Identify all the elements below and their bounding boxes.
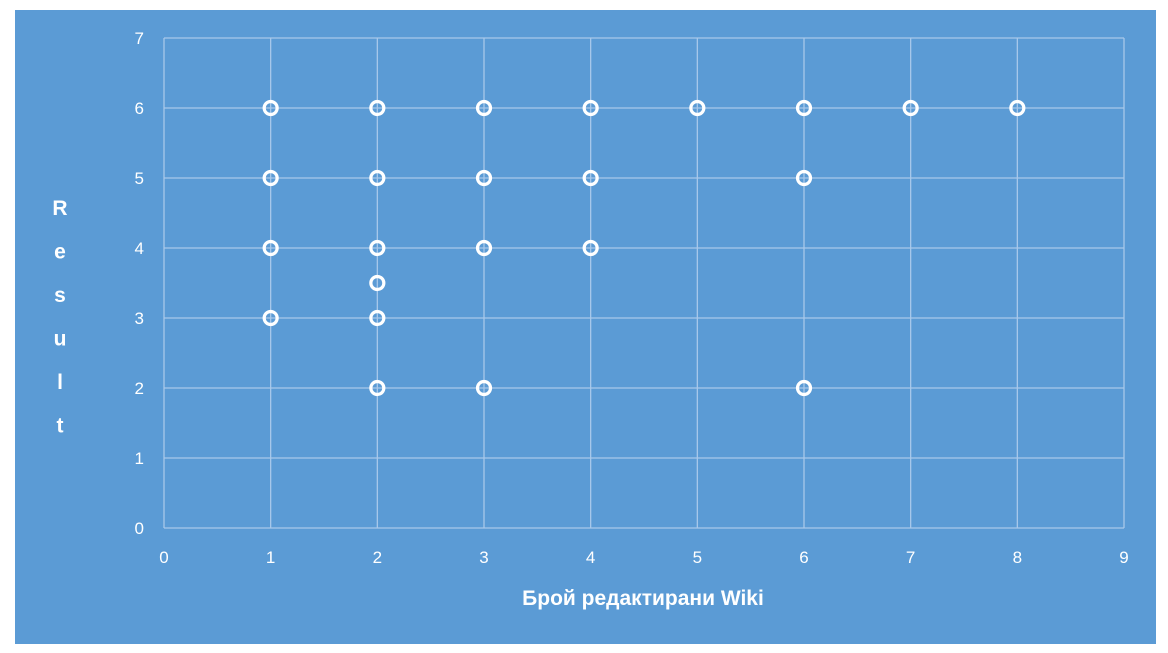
x-tick-label: 6 [799,548,808,567]
data-point [475,379,493,397]
data-point [369,309,386,327]
y-axis-label-letter: l [57,371,63,394]
data-point [795,379,813,397]
data-point [582,169,599,187]
x-tick-labels: 0 1 2 3 4 5 6 7 8 9 [159,548,1128,567]
data-point [582,99,599,117]
x-tick-label: 7 [906,548,915,567]
x-tick-label: 9 [1119,548,1128,567]
data-point [475,239,493,257]
scatter-chart: 0 1 2 3 4 5 6 7 8 9 0 1 2 3 4 5 6 7 Брой редактирани Wik… [15,10,1156,644]
x-tick-label: 3 [479,548,488,567]
x-tick-label: 4 [586,548,595,567]
x-tick-label: 0 [159,548,168,567]
y-tick-label: 1 [135,449,144,468]
x-tick-label: 8 [1013,548,1022,567]
data-point [369,274,386,292]
y-tick-label: 6 [135,99,144,118]
data-point [475,169,493,187]
y-axis-label-letter: R [52,197,67,220]
data-point [1009,99,1026,117]
data-points [262,99,1026,397]
data-point [902,99,919,117]
data-point [582,239,599,257]
gridlines [163,37,1125,529]
x-axis-label: Брой редактирани Wiki [522,587,764,610]
data-point [262,309,279,327]
y-axis-label-letter: s [54,284,66,307]
data-point [369,99,386,117]
data-point [795,99,813,117]
data-point [689,99,706,117]
data-point [262,169,279,187]
chart-area: 0 1 2 3 4 5 6 7 8 9 0 1 2 3 4 5 6 7 Брой редактирани Wik… [15,10,1156,644]
y-tick-label: 3 [135,309,144,328]
y-tick-label: 0 [135,519,144,538]
y-tick-labels: 0 1 2 3 4 5 6 7 [135,29,144,538]
x-tick-label: 5 [693,548,702,567]
data-point [369,379,386,397]
y-tick-label: 5 [135,169,144,188]
data-point [262,99,279,117]
y-axis-label-letter: t [57,415,64,438]
data-point [795,169,813,187]
x-tick-label: 1 [266,548,275,567]
y-axis-label-letter: u [54,328,67,351]
y-tick-label: 2 [135,379,144,398]
chart-background [15,10,1156,644]
x-tick-label: 2 [373,548,382,567]
data-point [369,239,386,257]
y-axis-label-letter: e [54,241,66,264]
data-point [262,239,279,257]
data-point [369,169,386,187]
y-tick-label: 7 [135,29,144,48]
y-tick-label: 4 [135,239,144,258]
data-point [475,99,493,117]
